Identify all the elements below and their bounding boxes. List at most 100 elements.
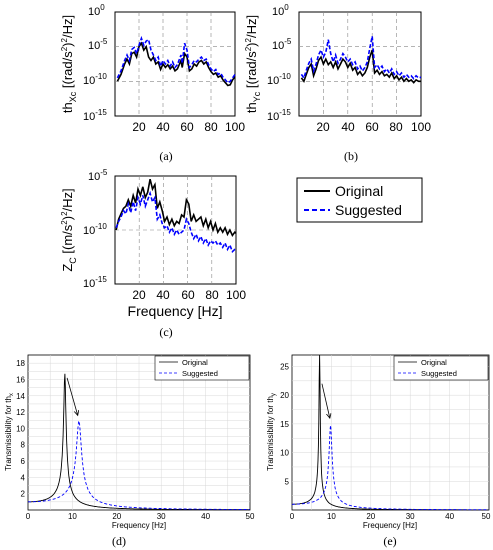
chart-a-grid	[115, 12, 235, 116]
chart-b-series	[300, 36, 422, 84]
chart-b-y-tick-label: 10-15	[267, 108, 291, 123]
chart-d-y-axis-label: Transmissibility for thx	[4, 393, 15, 471]
chart-b-x-tick-labels: 20 40 60 80 100	[316, 120, 431, 134]
chart-a-plot-frame	[114, 11, 236, 117]
chart-e-x-tick-label: 50	[482, 512, 491, 521]
chart-e-y-tick-label: 10	[280, 449, 289, 458]
chart-e-x-tick-label: 10	[327, 512, 336, 521]
chart-e-x-tick-label: 40	[445, 512, 454, 521]
chart-e-series-suggested	[292, 425, 489, 511]
chart-e-series	[292, 354, 489, 511]
chart-e-legend: Original Suggested	[393, 355, 489, 381]
chart-b-series-suggested	[300, 36, 422, 80]
chart-d-legend-original-label: Original	[182, 358, 208, 367]
chart-d-x-tick-labels: 0 10 20 30 40 50	[26, 512, 255, 521]
chart-d-series	[28, 373, 250, 511]
chart-e-legend-original-label: Original	[421, 358, 447, 367]
chart-c-x-tick-label: 20	[132, 288, 146, 302]
chart-a: 20 40 60 80 100 100 10-5 10-10 10-15 thX…	[60, 3, 245, 163]
chart-e-x-tick-labels: 0 10 20 30 40 50	[290, 512, 491, 521]
chart-d-series-suggested	[28, 419, 250, 510]
chart-e: 0 10 20 30 40 50 5 10 15 20 25 Transmiss…	[266, 354, 491, 548]
chart-b-x-tick-label: 60	[365, 120, 379, 134]
chart-e-y-tick-labels: 5 10 15 20 25	[280, 362, 289, 486]
chart-a-y-tick-label: 10-5	[88, 37, 108, 52]
chart-c-series-original	[115, 179, 237, 237]
chart-a-x-tick-label: 80	[204, 120, 218, 134]
chart-b-plot-frame	[298, 11, 422, 117]
chart-b-x-tick-label: 40	[341, 120, 355, 134]
chart-b-grid	[299, 12, 421, 116]
chart-b-x-tick-label: 80	[389, 120, 403, 134]
chart-d-y-tick-label: 2	[21, 490, 26, 499]
chart-b-x-tick-label: 20	[316, 120, 330, 134]
chart-b-series-original	[300, 49, 421, 84]
chart-d-caption: (d)	[112, 534, 126, 548]
chart-b-x-tick-label: 100	[411, 120, 431, 134]
chart-a-x-tick-label: 40	[156, 120, 170, 134]
chart-d-series-original	[28, 373, 250, 511]
chart-e-x-axis-label: Frequency [Hz]	[363, 521, 417, 530]
chart-c-x-tick-labels: 20 40 60 80 100	[132, 288, 246, 302]
chart-c-series-suggested	[115, 190, 236, 253]
legend-original-label: Original	[335, 183, 383, 199]
chart-b-y-tick-label: 10-10	[267, 72, 291, 87]
chart-d-x-tick-label: 0	[26, 512, 31, 521]
chart-d-x-tick-label: 20	[112, 512, 121, 521]
chart-b-y-axis-label: thYc [(rad/s2)2/Hz]	[244, 15, 262, 113]
chart-e-caption: (e)	[383, 534, 396, 548]
chart-a-y-tick-label: 100	[88, 3, 105, 18]
chart-a-x-tick-labels: 20 40 60 80 100	[132, 120, 245, 134]
chart-e-y-tick-label: 20	[280, 391, 289, 400]
chart-a-x-tick-label: 100	[225, 120, 245, 134]
chart-a-x-tick-label: 60	[180, 120, 194, 134]
chart-a-y-tick-labels: 100 10-5 10-10 10-15	[83, 3, 108, 123]
chart-e-y-tick-label: 25	[280, 362, 289, 371]
chart-c-x-tick-label: 40	[156, 288, 170, 302]
chart-b-y-tick-label: 10-5	[272, 37, 292, 52]
chart-c-y-tick-labels: 10-5 10-10 10-15	[83, 168, 108, 290]
chart-d-y-tick-label: 4	[21, 473, 26, 482]
chart-e-legend-suggested-label: Suggested	[421, 369, 457, 378]
chart-c-y-tick-label: 10-5	[88, 168, 108, 183]
chart-c-y-axis-label: ZC [(m/s2)2/Hz]	[60, 188, 78, 271]
chart-c-x-tick-label: 100	[226, 288, 246, 302]
chart-b-caption: (b)	[344, 149, 358, 163]
chart-d-y-tick-label: 6	[21, 457, 26, 466]
chart-e-legend-frame	[393, 355, 489, 381]
chart-d-y-tick-label: 16	[16, 375, 25, 384]
chart-a-series	[116, 35, 236, 87]
chart-d-x-tick-label: 30	[157, 512, 166, 521]
chart-e-shift-arrow	[321, 383, 330, 418]
chart-e-y-axis-label: Transmissibility for thy	[266, 393, 277, 471]
chart-d-y-tick-label: 10	[16, 424, 25, 433]
chart-d-x-axis-label: Frequency [Hz]	[112, 521, 166, 530]
chart-c-x-axis-label: Frequency [Hz]	[128, 303, 223, 319]
chart-e-x-tick-label: 20	[366, 512, 375, 521]
chart-b-y-tick-label: 100	[272, 3, 289, 18]
chart-c-y-tick-label: 10-15	[83, 275, 107, 290]
chart-c-series	[115, 179, 237, 253]
chart-a-y-tick-label: 10-10	[83, 72, 107, 87]
chart-c-caption: (c)	[159, 325, 172, 339]
legend-top-frame	[296, 177, 423, 223]
chart-d-y-tick-label: 12	[16, 408, 25, 417]
chart-d-y-tick-label: 8	[21, 441, 26, 450]
chart-e-y-tick-label: 15	[280, 420, 289, 429]
chart-d-shift-arrow	[66, 377, 78, 416]
chart-a-caption: (a)	[159, 149, 172, 163]
chart-a-y-axis-label: thXc [(rad/s2)2/Hz]	[60, 15, 78, 113]
chart-d-x-tick-label: 10	[68, 512, 77, 521]
chart-e-x-tick-label: 0	[290, 512, 295, 521]
chart-e-x-tick-label: 30	[406, 512, 415, 521]
chart-c-x-tick-label: 60	[181, 288, 195, 302]
chart-a-x-tick-label: 20	[132, 120, 146, 134]
chart-d-x-tick-label: 50	[246, 512, 255, 521]
legend-top: Original Suggested	[296, 177, 423, 223]
chart-e-y-tick-label: 5	[285, 477, 290, 486]
chart-a-series-original	[116, 41, 236, 87]
chart-d-y-tick-label: 18	[16, 359, 25, 368]
chart-d-x-tick-label: 40	[201, 512, 210, 521]
chart-c-x-tick-label: 80	[205, 288, 219, 302]
